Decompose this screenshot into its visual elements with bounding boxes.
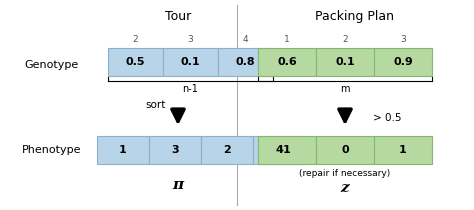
Text: 3: 3 bbox=[188, 35, 193, 44]
Text: (repair if necessary): (repair if necessary) bbox=[300, 169, 391, 178]
Text: Genotype: Genotype bbox=[25, 60, 79, 70]
Text: 0.1: 0.1 bbox=[181, 57, 201, 67]
Bar bbox=[253, 136, 305, 164]
Bar bbox=[97, 136, 149, 164]
Text: π: π bbox=[173, 178, 183, 192]
Text: > 0.5: > 0.5 bbox=[373, 113, 401, 123]
Text: 1: 1 bbox=[119, 145, 127, 155]
Text: 0: 0 bbox=[341, 145, 349, 155]
Text: 4: 4 bbox=[275, 145, 283, 155]
Bar bbox=[163, 48, 218, 76]
Bar bbox=[258, 136, 316, 164]
Text: 0.1: 0.1 bbox=[335, 57, 355, 67]
Text: 2: 2 bbox=[133, 35, 138, 44]
Bar bbox=[374, 48, 432, 76]
Text: 3: 3 bbox=[171, 145, 179, 155]
Bar bbox=[374, 136, 432, 164]
Text: sort: sort bbox=[146, 100, 166, 110]
Bar bbox=[149, 136, 201, 164]
Text: 0.6: 0.6 bbox=[277, 57, 297, 67]
Bar bbox=[201, 136, 253, 164]
Bar bbox=[316, 48, 374, 76]
Bar bbox=[108, 48, 163, 76]
Text: 2: 2 bbox=[342, 35, 348, 44]
Text: Phenotype: Phenotype bbox=[22, 145, 82, 155]
Text: 0.9: 0.9 bbox=[393, 57, 413, 67]
Text: n-1: n-1 bbox=[182, 84, 199, 94]
Bar bbox=[316, 136, 374, 164]
Text: 1: 1 bbox=[284, 35, 290, 44]
Text: m: m bbox=[340, 84, 350, 94]
Text: Packing Plan: Packing Plan bbox=[316, 10, 394, 23]
Text: 0.5: 0.5 bbox=[126, 57, 145, 67]
Text: 4: 4 bbox=[243, 35, 248, 44]
Text: 1: 1 bbox=[283, 145, 291, 155]
Text: Tour: Tour bbox=[165, 10, 191, 23]
Bar bbox=[218, 48, 273, 76]
Bar bbox=[258, 48, 316, 76]
Text: 2: 2 bbox=[223, 145, 231, 155]
Text: 1: 1 bbox=[399, 145, 407, 155]
Text: 0.8: 0.8 bbox=[236, 57, 255, 67]
Text: 3: 3 bbox=[400, 35, 406, 44]
Text: z: z bbox=[341, 181, 349, 195]
